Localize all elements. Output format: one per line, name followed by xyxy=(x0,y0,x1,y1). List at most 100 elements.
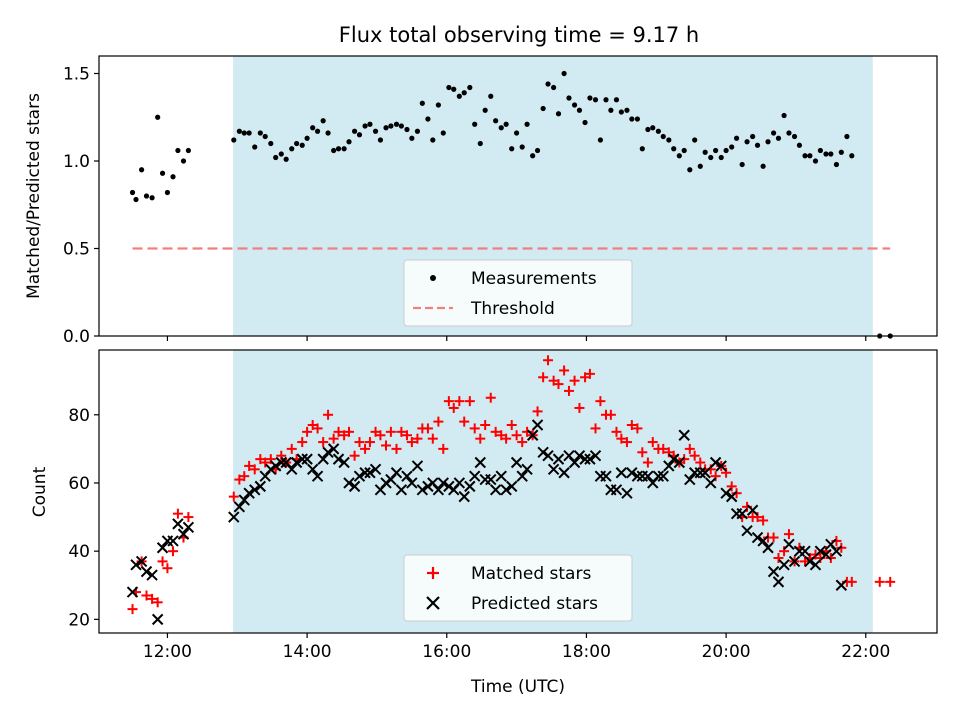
y-tick-label: 0.5 xyxy=(63,240,90,260)
measurement-point xyxy=(613,97,620,103)
predicted-star-point xyxy=(579,453,591,465)
matched-star-point xyxy=(569,375,580,386)
matched-star-point xyxy=(773,552,784,563)
measurement-point xyxy=(781,112,787,119)
matched-star-point xyxy=(538,372,549,383)
measurement-point xyxy=(440,130,446,136)
bottom-legend: Matched stars Predicted stars xyxy=(403,554,633,622)
predicted-star-point xyxy=(167,535,179,547)
matched-star-point xyxy=(328,433,339,444)
predicted-star-point xyxy=(474,456,486,469)
predicted-star-point xyxy=(584,453,596,465)
measurement-point xyxy=(838,149,844,155)
measurement-point xyxy=(435,102,441,108)
predicted-star-point xyxy=(830,545,843,557)
matched-star-point xyxy=(574,402,585,413)
predicted-star-point xyxy=(156,542,169,554)
measurement-point xyxy=(185,147,191,154)
predicted-star-point xyxy=(301,453,313,465)
measurement-point xyxy=(393,121,400,127)
measurement-point xyxy=(138,167,145,173)
predicted-star-point xyxy=(489,484,502,496)
matched-legend-marker xyxy=(427,567,439,579)
measurement-point xyxy=(692,137,698,143)
x-tick-label: 22:00 xyxy=(841,642,890,662)
matched-star-point xyxy=(637,447,648,458)
matched-star-point xyxy=(401,430,412,441)
measurement-point xyxy=(372,128,379,134)
measurement-point xyxy=(388,123,394,129)
measurement-point xyxy=(697,163,703,169)
matched-star-point xyxy=(406,437,417,448)
predicted-star-point xyxy=(615,467,628,479)
measurement-point xyxy=(482,107,488,113)
measurement-point xyxy=(320,118,326,124)
measurement-point xyxy=(624,107,630,113)
measurement-point xyxy=(566,95,572,101)
matched-star-point xyxy=(381,440,392,451)
matched-star-point xyxy=(475,433,486,444)
measurement-point xyxy=(844,133,850,140)
predicted-star-point xyxy=(673,456,686,469)
matched-star-point xyxy=(333,426,344,437)
threshold-legend-label: Threshold xyxy=(470,299,555,319)
matched-star-point xyxy=(354,437,365,448)
measurement-point xyxy=(164,189,171,196)
predicted-star-point xyxy=(135,555,148,568)
matched-star-point xyxy=(642,457,653,468)
matched-star-point xyxy=(501,433,512,444)
measurement-point xyxy=(671,146,677,152)
measurement-point xyxy=(430,137,436,143)
predicted-star-point xyxy=(610,484,623,496)
measurement-point xyxy=(289,146,295,152)
measurement-point xyxy=(812,158,819,164)
predicted-star-point xyxy=(290,456,303,469)
measurement-point xyxy=(283,156,289,162)
matched-legend-label: Matched stars xyxy=(471,564,591,584)
matched-star-point xyxy=(459,416,470,427)
measurement-point xyxy=(351,128,358,134)
measurement-point xyxy=(534,147,541,154)
predicted-star-point xyxy=(265,463,277,476)
measurement-point xyxy=(592,97,599,103)
measurement-point xyxy=(159,170,166,176)
predicted-star-point xyxy=(275,456,287,469)
matched-star-point xyxy=(464,396,475,407)
predicted-star-point xyxy=(835,579,848,591)
matched-star-point xyxy=(454,396,465,407)
predicted-star-point xyxy=(401,470,413,482)
y-tick-label: 60 xyxy=(68,474,90,494)
measurements-legend-label: Measurements xyxy=(471,269,597,289)
matched-star-point xyxy=(172,508,183,519)
matched-star-point xyxy=(731,488,742,499)
measurement-point xyxy=(618,109,624,115)
predicted-star-point xyxy=(631,470,644,482)
matched-star-point xyxy=(874,576,885,587)
measurement-point xyxy=(461,90,467,96)
measurement-point xyxy=(754,142,761,148)
predicted-star-point xyxy=(510,456,523,469)
predicted-star-point xyxy=(228,511,240,523)
measurement-point xyxy=(331,147,337,154)
measurement-point xyxy=(645,126,651,133)
matched-star-point xyxy=(758,515,769,526)
measurement-point xyxy=(540,105,546,112)
predicted-star-point xyxy=(353,470,366,482)
matched-star-point xyxy=(244,460,255,471)
predicted-star-point xyxy=(531,419,544,431)
matched-star-point xyxy=(517,437,528,448)
predicted-star-point xyxy=(626,467,638,479)
measurement-point xyxy=(744,139,750,145)
predicted-star-point xyxy=(359,467,371,479)
measurement-point xyxy=(268,140,274,147)
top-panel-marks xyxy=(129,70,893,339)
predicted-star-point xyxy=(757,535,769,547)
measurement-point xyxy=(576,107,583,113)
predicted-star-point xyxy=(820,548,832,561)
y-tick-label: 1.0 xyxy=(63,152,90,172)
predicted-star-point xyxy=(526,429,539,441)
predicted-star-point xyxy=(286,463,298,476)
matched-star-point xyxy=(412,433,423,444)
x-tick-label: 18:00 xyxy=(562,642,611,662)
